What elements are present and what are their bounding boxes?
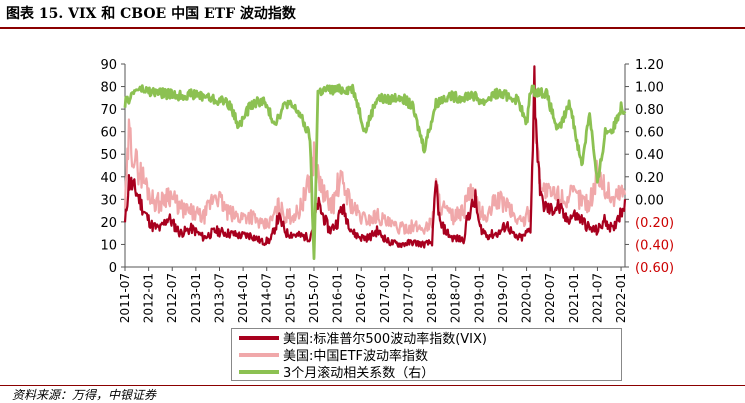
legend-label-correlation: 3个月滚动相关系数（右） [283,366,435,381]
right-tick-label: 0.40 [635,148,664,163]
legend-label-china-etf: 美国:中国ETF波动率指数 [283,349,429,364]
legend-swatch-vix [239,335,279,340]
x-tick-label: 2019-01 [472,273,486,323]
legend-swatch-china-etf [239,352,279,357]
source-note: 资料来源：万得，中银证券 [12,388,157,402]
right-tick-label: 0.60 [635,126,664,141]
x-tick-label: 2016-07 [354,273,368,323]
right-tick-label: 0.20 [635,171,664,186]
figure-title: 图表 15. VIX 和 CBOE 中国 ETF 波动指数 [6,6,296,22]
x-tick-label: 2021-07 [590,273,604,323]
x-tick-label: 2020-07 [543,273,557,323]
right-tick-label: 1.20 [635,58,664,73]
right-tick-label: (0.20) [635,216,674,231]
left-tick-label: 80 [100,81,117,96]
left-tick-label: 0 [109,261,117,276]
x-tick-label: 2019-07 [496,273,510,323]
x-tick-label: 2017-01 [378,273,392,323]
x-tick-label: 2022-01 [614,273,628,323]
left-tick-label: 40 [100,171,117,186]
x-tick-label: 2013-01 [189,273,203,323]
x-tick-label: 2012-07 [165,273,179,323]
x-tick-label: 2020-01 [520,273,534,323]
x-tick-label: 2018-01 [425,273,439,323]
x-tick-label: 2015-07 [307,273,321,323]
x-tick-label: 2013-07 [212,273,226,323]
x-tick-label: 2011-07 [118,273,132,323]
legend-swatch-correlation [239,369,279,374]
left-tick-label: 50 [100,148,117,163]
right-tick-label: (0.40) [635,238,674,253]
left-tick-label: 70 [100,103,117,118]
left-tick-label: 90 [100,58,117,73]
x-tick-label: 2014-07 [260,273,274,323]
legend-item-vix: 美国:标准普尔500波动率指数(VIX) [232,329,487,347]
x-tick-label: 2017-07 [401,273,415,323]
series-line-2 [123,83,627,261]
series-line-1 [123,113,627,235]
legend-label-vix: 美国:标准普尔500波动率指数(VIX) [283,332,487,347]
right-tick-label: 0.80 [635,103,664,118]
left-tick-label: 20 [100,216,117,231]
x-tick-label: 2021-01 [567,273,581,323]
chart-axes: 0 10 20 30 40 50 60 70 80 90 (0.60) (0.40) (0.20) 0.0… [100,58,674,323]
right-tick-label: 1.00 [635,81,664,96]
chart-canvas: 0 10 20 30 40 50 60 70 80 90 (0.60) (0.40) (0.20) 0.0… [100,58,674,323]
right-tick-label: 0.00 [635,193,664,208]
right-tick-label: (0.60) [635,261,674,276]
x-tick-label: 2018-07 [449,273,463,323]
chart-legend: 美国:标准普尔500波动率指数(VIX) 美国:中国ETF波动率指数 3个月滚动… [231,328,622,381]
left-tick-label: 10 [100,238,117,253]
x-tick-label: 2014-01 [236,273,250,323]
left-tick-label: 60 [100,126,117,141]
legend-item-china-etf: 美国:中国ETF波动率指数 [232,346,429,364]
chart-series [123,65,627,261]
series-line-0 [123,65,627,249]
left-tick-label: 30 [100,193,117,208]
legend-item-correlation: 3个月滚动相关系数（右） [232,363,435,381]
x-tick-label: 2012-01 [142,273,156,323]
title-rule [0,27,745,29]
x-tick-label: 2016-01 [331,273,345,323]
x-tick-label: 2015-01 [283,273,297,323]
footer-rule [0,385,745,386]
